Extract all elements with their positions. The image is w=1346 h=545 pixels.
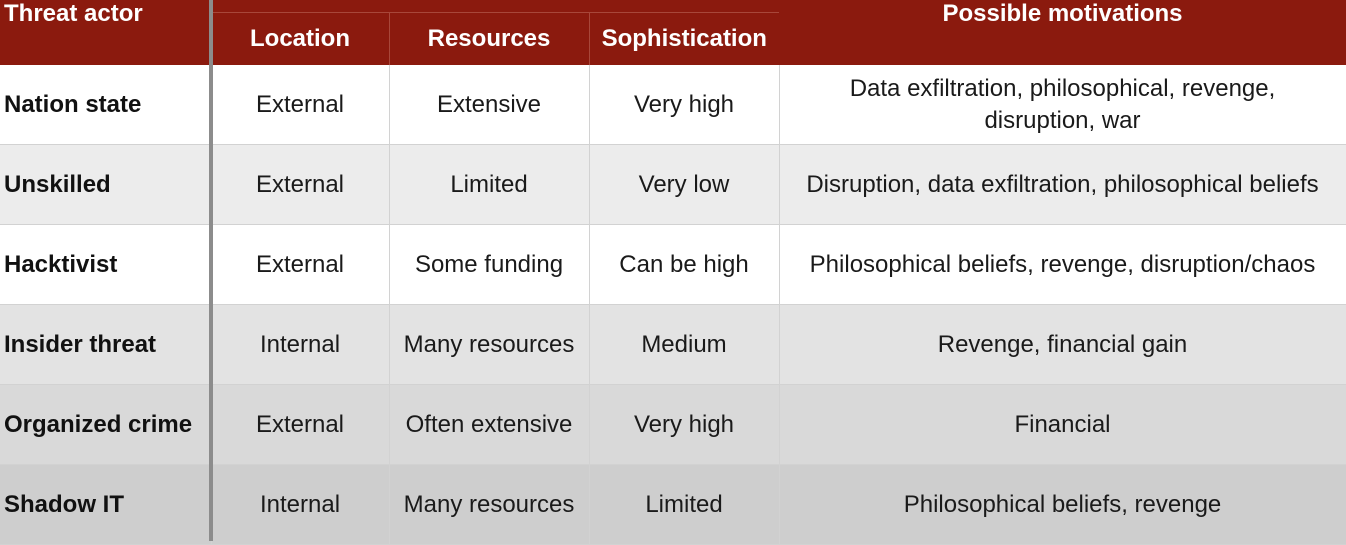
- cell-resources: Many resources: [389, 304, 590, 385]
- cell-location: Internal: [211, 464, 390, 545]
- cell-resources: Some funding: [389, 224, 590, 305]
- cell-location: External: [211, 65, 390, 145]
- cell-motivations: Revenge, financial gain: [779, 304, 1346, 385]
- table-row: Nation state External Extensive Very hig…: [0, 65, 1346, 145]
- cell-actor: Shadow IT: [0, 464, 212, 545]
- cell-sophistication: Very high: [589, 384, 780, 465]
- cell-sophistication: Very low: [589, 144, 780, 225]
- header-resources: Resources: [388, 12, 589, 65]
- header-threat-actor: Threat actor: [0, 0, 211, 65]
- table-row: Shadow IT Internal Many resources Limite…: [0, 464, 1346, 545]
- table-header: Threat actor Possible motivations Locati…: [0, 0, 1346, 65]
- cell-sophistication: Limited: [589, 464, 780, 545]
- header-sophistication: Sophistication: [588, 12, 779, 65]
- cell-resources: Extensive: [389, 65, 590, 145]
- cell-motivations: Data exfiltration, philosophical, reveng…: [779, 65, 1346, 145]
- table-row: Unskilled External Limited Very low Disr…: [0, 144, 1346, 225]
- cell-actor: Insider threat: [0, 304, 212, 385]
- cell-motivations: Financial: [779, 384, 1346, 465]
- table-body: Nation state External Extensive Very hig…: [0, 65, 1346, 545]
- cell-sophistication: Medium: [589, 304, 780, 385]
- cell-motivations: Philosophical beliefs, revenge, disrupti…: [779, 224, 1346, 305]
- cell-actor: Unskilled: [0, 144, 212, 225]
- cell-motivations: Disruption, data exfiltration, philosoph…: [779, 144, 1346, 225]
- table-row: Insider threat Internal Many resources M…: [0, 304, 1346, 385]
- header-attributes-group: [211, 0, 779, 13]
- cell-actor: Nation state: [0, 65, 212, 145]
- cell-sophistication: Very high: [589, 65, 780, 145]
- cell-resources: Many resources: [389, 464, 590, 545]
- cell-resources: Often extensive: [389, 384, 590, 465]
- cell-location: Internal: [211, 304, 390, 385]
- cell-motivations: Philosophical beliefs, revenge: [779, 464, 1346, 545]
- cell-actor: Hacktivist: [0, 224, 212, 305]
- cell-location: External: [211, 384, 390, 465]
- table-row: Hacktivist External Some funding Can be …: [0, 224, 1346, 305]
- cell-actor: Organized crime: [0, 384, 212, 465]
- table-row: Organized crime External Often extensive…: [0, 384, 1346, 465]
- cell-resources: Limited: [389, 144, 590, 225]
- column-divider: [209, 0, 213, 541]
- header-possible-motivations: Possible motivations: [779, 0, 1346, 65]
- cell-sophistication: Can be high: [589, 224, 780, 305]
- header-location: Location: [210, 12, 389, 65]
- cell-location: External: [211, 224, 390, 305]
- cell-location: External: [211, 144, 390, 225]
